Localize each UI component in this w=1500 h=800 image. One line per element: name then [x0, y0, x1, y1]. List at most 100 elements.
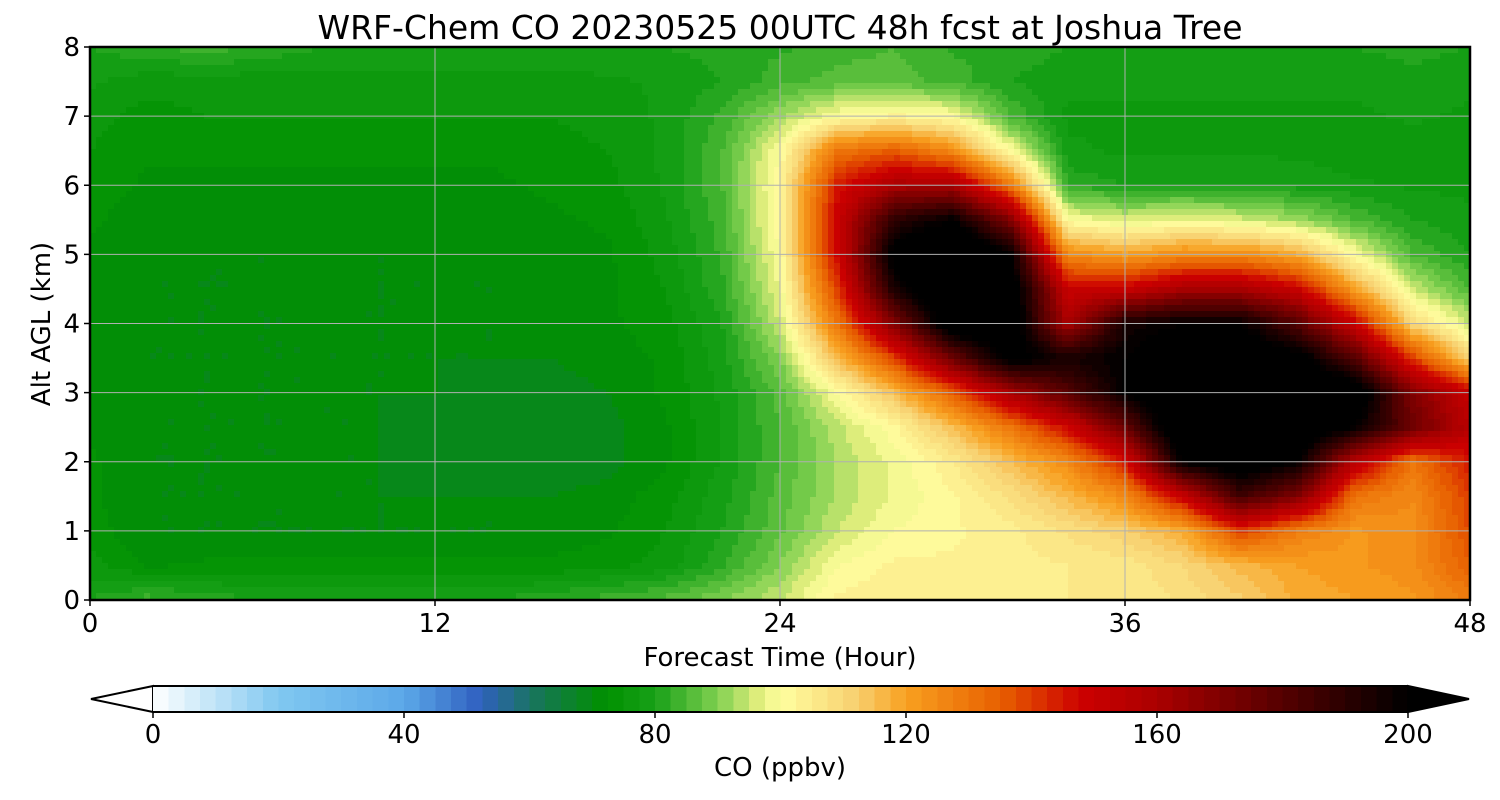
- heatmap-cell: [1104, 71, 1111, 78]
- heatmap-cell: [1350, 143, 1357, 150]
- heatmap-cell: [492, 47, 499, 54]
- heatmap-cell: [768, 101, 775, 108]
- heatmap-cell: [798, 47, 805, 54]
- heatmap-cell: [702, 59, 709, 66]
- heatmap-cell: [1026, 65, 1033, 72]
- heatmap-cell: [918, 149, 925, 156]
- heatmap-cell: [1422, 95, 1429, 102]
- heatmap-cell: [1380, 77, 1387, 84]
- heatmap-cell: [654, 125, 661, 132]
- heatmap-cell: [618, 161, 625, 168]
- heatmap-cell: [834, 71, 841, 78]
- heatmap-cell: [1368, 71, 1375, 78]
- heatmap-cell: [840, 143, 847, 150]
- heatmap-cell: [546, 155, 553, 162]
- heatmap-cell: [1188, 65, 1195, 72]
- heatmap-cell: [702, 155, 709, 162]
- heatmap-cell: [468, 143, 475, 150]
- heatmap-cell: [1290, 155, 1297, 162]
- heatmap-cell: [1458, 131, 1465, 138]
- heatmap-cell: [192, 59, 199, 66]
- heatmap-cell: [1110, 89, 1117, 96]
- heatmap-cell: [558, 155, 565, 162]
- heatmap-cell: [198, 137, 205, 144]
- heatmap-cell: [726, 173, 733, 180]
- heatmap-cell: [996, 155, 1003, 162]
- heatmap-cell: [1302, 155, 1309, 162]
- heatmap-cell: [444, 101, 451, 108]
- heatmap-cell: [234, 47, 241, 54]
- heatmap-cell: [300, 95, 307, 102]
- heatmap-cell: [354, 137, 361, 144]
- heatmap-cell: [1110, 167, 1117, 174]
- heatmap-cell: [438, 77, 445, 84]
- heatmap-cell: [600, 53, 607, 60]
- heatmap-cell: [282, 161, 289, 168]
- heatmap-cell: [468, 161, 475, 168]
- heatmap-cell: [936, 107, 943, 114]
- heatmap-cell: [534, 149, 541, 156]
- heatmap-cell: [336, 83, 343, 90]
- heatmap-cell: [138, 149, 145, 156]
- heatmap-cell: [132, 143, 139, 150]
- heatmap-cell: [876, 59, 883, 66]
- heatmap-cell: [204, 71, 211, 78]
- heatmap-cell: [444, 137, 451, 144]
- heatmap-cell: [1188, 47, 1195, 54]
- heatmap-cell: [342, 47, 349, 54]
- heatmap-cell: [864, 47, 871, 54]
- heatmap-cell: [1050, 137, 1057, 144]
- heatmap-cell: [1188, 143, 1195, 150]
- heatmap-cell: [1200, 161, 1207, 168]
- heatmap-cell: [942, 143, 949, 150]
- heatmap-cell: [204, 95, 211, 102]
- chart-title: WRF-Chem CO 20230525 00UTC 48h fcst at J…: [317, 8, 1242, 47]
- heatmap-cell: [912, 161, 919, 168]
- heatmap-cell: [150, 161, 157, 168]
- heatmap-cell: [810, 119, 817, 126]
- heatmap-cell: [408, 137, 415, 144]
- heatmap-cell: [1014, 53, 1021, 60]
- heatmap-cell: [360, 161, 367, 168]
- heatmap-cell: [648, 155, 655, 162]
- heatmap-cell: [246, 83, 253, 90]
- heatmap-cell: [1152, 137, 1159, 144]
- heatmap-cell: [282, 47, 289, 54]
- heatmap-cell: [372, 155, 379, 162]
- heatmap-cell: [984, 161, 991, 168]
- heatmap-cell: [228, 125, 235, 132]
- heatmap-cell: [1170, 77, 1177, 84]
- heatmap-cell: [282, 167, 289, 174]
- heatmap-cell: [264, 95, 271, 102]
- heatmap-cell: [720, 89, 727, 96]
- heatmap-cell: [1362, 137, 1369, 144]
- heatmap-cell: [390, 59, 397, 66]
- heatmap-cell: [690, 155, 697, 162]
- heatmap-cell: [1098, 59, 1105, 66]
- heatmap-cell: [492, 107, 499, 114]
- heatmap-cell: [654, 119, 661, 126]
- heatmap-cell: [336, 119, 343, 126]
- heatmap-cell: [228, 143, 235, 150]
- heatmap-cell: [1308, 95, 1315, 102]
- heatmap-cell: [426, 101, 433, 108]
- heatmap-cell: [1152, 155, 1159, 162]
- heatmap-cell: [1326, 119, 1333, 126]
- heatmap-cell: [774, 161, 781, 168]
- heatmap-cell: [378, 149, 385, 156]
- heatmap-cell: [780, 83, 787, 90]
- heatmap-cell: [1278, 131, 1285, 138]
- heatmap-cell: [90, 77, 97, 84]
- heatmap-cell: [684, 173, 691, 180]
- heatmap-cell: [678, 53, 685, 60]
- heatmap-cell: [552, 143, 559, 150]
- heatmap-cell: [498, 125, 505, 132]
- heatmap-cell: [804, 83, 811, 90]
- heatmap-cell: [414, 65, 421, 72]
- heatmap-cell: [1410, 83, 1417, 90]
- heatmap-cell: [690, 107, 697, 114]
- heatmap-cell: [1392, 89, 1399, 96]
- heatmap-cell: [1206, 149, 1213, 156]
- heatmap-cell: [204, 131, 211, 138]
- heatmap-cell: [798, 89, 805, 96]
